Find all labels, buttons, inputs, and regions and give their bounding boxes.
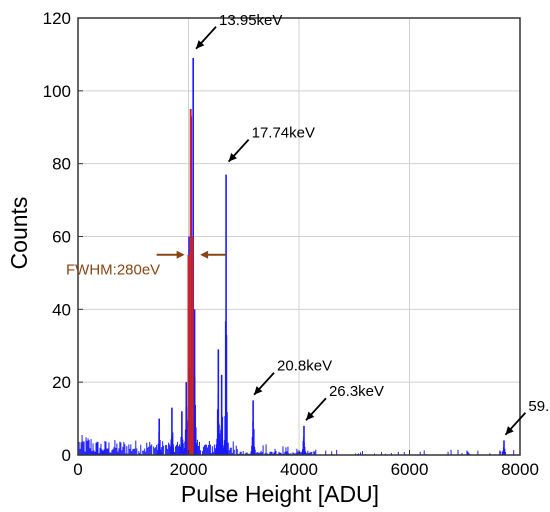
annotation-label: 13.95keV [219, 12, 282, 29]
y-tick-label: 120 [43, 9, 71, 28]
fwhm-arrow-right-head [200, 250, 209, 259]
x-tick-label: 2000 [170, 460, 208, 479]
x-tick-label: 4000 [280, 460, 318, 479]
y-tick-label: 40 [52, 300, 71, 319]
x-tick-label: 0 [73, 460, 82, 479]
x-axis-ticks: 0 2000 4000 6000 8000 [73, 450, 539, 479]
annotation-label: 20.8keV [277, 358, 332, 375]
y-tick-label: 60 [52, 228, 71, 247]
annotation-label: 17.74keV [252, 125, 315, 142]
peak-annotations: 13.95keV 17.74keV 20.8keV 26.3keV 59.5keV [195, 12, 550, 436]
x-axis-label: Pulse Height [ADU] [181, 481, 379, 507]
series-0 [78, 58, 515, 455]
y-axis-ticks: 0 20 40 60 80 100 120 [43, 9, 83, 465]
y-tick-label: 80 [52, 155, 71, 174]
annotation-label: 26.3keV [329, 383, 384, 400]
annotation: 59.5keV [504, 398, 550, 436]
grid-lines [77, 17, 521, 456]
annotation: 17.74keV [227, 125, 315, 163]
fwhm-marker: FWHM:280eV [66, 250, 227, 279]
y-tick-label: 20 [52, 373, 71, 392]
annotation-arrow-head [505, 426, 514, 435]
fwhm-label: FWHM:280eV [66, 262, 160, 279]
annotation-arrow-head [228, 153, 237, 162]
annotation-arrow-head [196, 40, 205, 49]
fwhm-arrow-left-head [176, 250, 185, 259]
series-1 [187, 109, 194, 455]
annotation: 26.3keV [305, 383, 384, 421]
annotation: 20.8keV [253, 358, 332, 396]
annotation: 13.95keV [195, 12, 282, 50]
annotation-arrow-head [254, 386, 263, 395]
annotation-label: 59.5keV [528, 398, 550, 415]
series-group [78, 58, 515, 455]
y-tick-label: 100 [43, 82, 71, 101]
x-tick-label: 6000 [391, 460, 429, 479]
y-axis-label: Counts [6, 197, 32, 270]
annotation-arrow-head [305, 411, 315, 421]
y-tick-label: 0 [62, 446, 71, 465]
x-tick-label: 8000 [501, 460, 539, 479]
